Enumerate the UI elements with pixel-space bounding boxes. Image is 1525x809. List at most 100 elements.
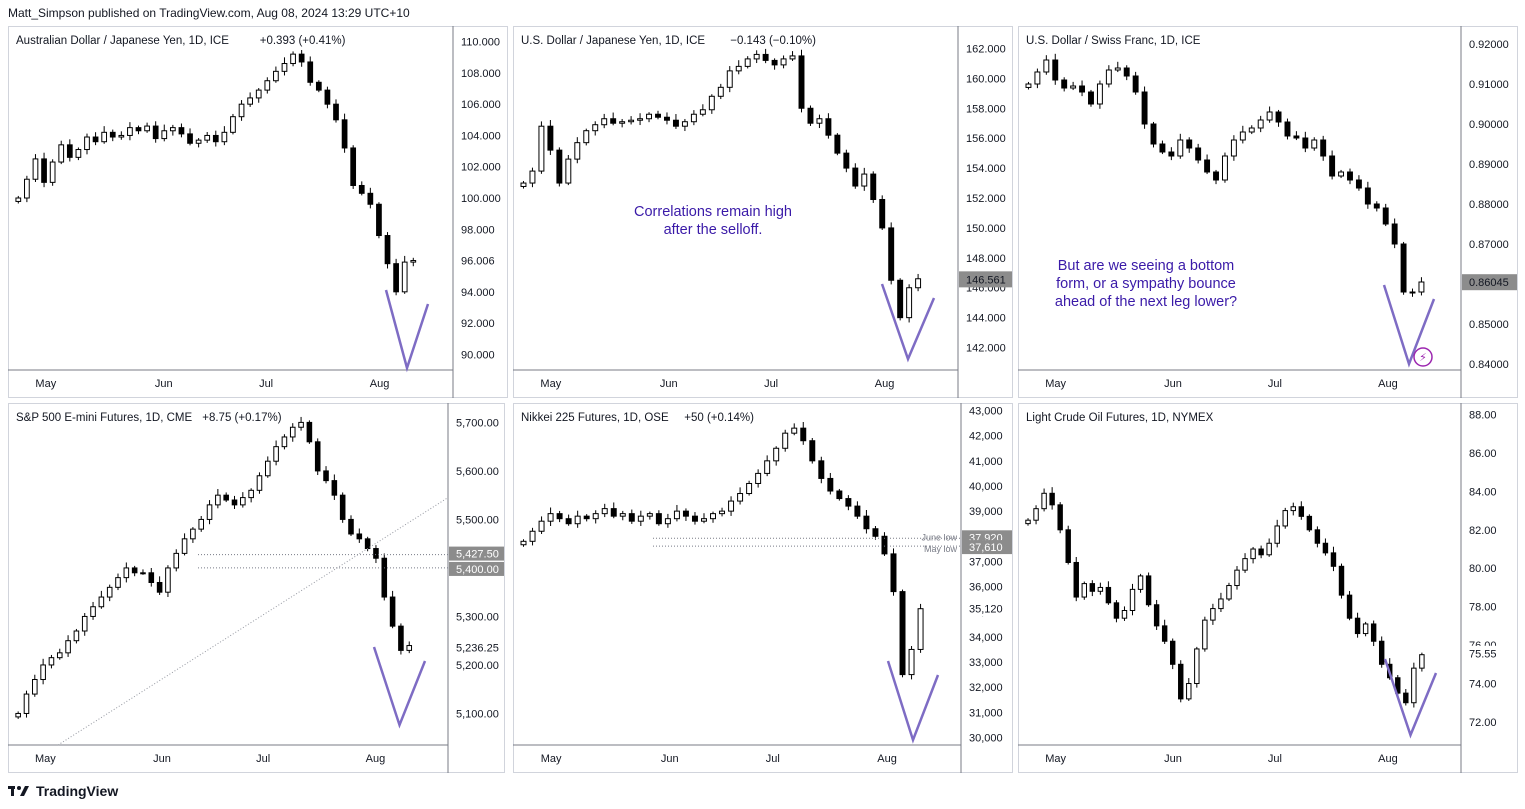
y-tick-label: 108.000: [461, 68, 501, 80]
chart-panel-4[interactable]: 5,700.00 5,600.00 5,500.00 5,400.00 5,300.00…: [8, 403, 505, 773]
candle: [762, 48, 769, 64]
x-tick-label: Jun: [153, 753, 171, 765]
candle: [1145, 572, 1152, 607]
candle: [1097, 582, 1104, 595]
candle-body-down: [323, 470, 329, 482]
y-tick-label: 82.00: [1469, 525, 1497, 537]
x-tick-label: Jul: [256, 753, 270, 765]
candle: [1400, 241, 1407, 295]
candle-body-down: [807, 107, 814, 124]
chart-svg-6[interactable]: 88.0086.0084.0082.0080.0078.0076.0074.00…: [1018, 403, 1518, 773]
candle-body-up: [664, 518, 671, 525]
candle-body-up: [1081, 583, 1087, 598]
candle: [791, 423, 798, 436]
candle-body-down: [655, 513, 662, 525]
candle: [1195, 143, 1202, 164]
y-tick-label: 43,000: [969, 406, 1003, 418]
last-price-label: 96.006: [461, 255, 495, 267]
candle-body-up: [764, 460, 771, 474]
candle: [1137, 573, 1144, 593]
candle: [247, 92, 253, 107]
y-tick-label: 110.000: [461, 37, 500, 49]
chart-svg-2[interactable]: 162.000 160.000 158.000 156.000 154.000 152.0…: [513, 26, 1013, 398]
candle: [410, 257, 417, 267]
candle: [1213, 169, 1219, 185]
candle: [637, 113, 644, 126]
v-arrow-annotation: [384, 289, 430, 373]
tradingview-brand[interactable]: TradingView: [36, 783, 119, 799]
candle-body-down: [1073, 561, 1079, 598]
candle: [529, 167, 536, 188]
candle: [81, 613, 88, 636]
candle: [66, 139, 73, 162]
x-tick-label: Jul: [766, 753, 780, 765]
candle-body-up: [529, 170, 536, 184]
chart-panel-6[interactable]: 88.0086.0084.0082.0080.0078.0076.0074.00…: [1018, 403, 1518, 773]
candle-body-up: [908, 648, 915, 676]
candle-body-down: [565, 518, 572, 525]
candle-body-up: [701, 518, 707, 522]
chart-svg-4[interactable]: 5,700.00 5,600.00 5,500.00 5,400.00 5,300.00…: [8, 403, 505, 773]
candle: [198, 516, 205, 532]
candle-body-up: [65, 640, 71, 654]
chart-panel-2[interactable]: 162.000 160.000 158.000 156.000 154.000 152.0…: [513, 26, 1013, 398]
candle-body-up: [169, 127, 176, 132]
chart-panel-5[interactable]: 43,00042,00041,00040,00039,00038,00037,0…: [513, 403, 1013, 773]
candle: [1306, 514, 1313, 532]
candle-body-up: [204, 134, 211, 141]
chart-panel-1[interactable]: 110.000 108.000 106.000 104.000 102.000 100.0…: [8, 26, 508, 398]
candle: [1378, 636, 1385, 668]
y-tick-label: 32,000: [969, 682, 1003, 694]
candle-body-up: [1034, 71, 1041, 85]
y-tick-label: 0.84000: [1469, 359, 1509, 371]
candle: [1391, 218, 1398, 249]
candle: [1105, 581, 1112, 605]
chart-title: Light Crude Oil Futures, 1D, NYMEX: [1026, 412, 1214, 424]
v-arrow-annotation: [372, 646, 427, 729]
candle: [92, 132, 99, 146]
chart-change: +8.75 (+0.17%): [202, 412, 281, 424]
candle-body-down: [187, 133, 193, 144]
candle-body-up: [1096, 83, 1103, 105]
chart-svg-3[interactable]: 0.92000 0.91000 0.90000 0.89000 0.88000 0.870…: [1018, 26, 1518, 398]
chart-change: −0.143 (−0.10%): [730, 35, 816, 47]
candle-body-up: [123, 567, 130, 579]
y-tick-label: 84.00: [1469, 486, 1497, 498]
candle: [1153, 599, 1160, 630]
candle-body-down: [1302, 137, 1309, 149]
y-tick-label: 102.000: [461, 162, 501, 174]
candle: [324, 86, 331, 109]
alert-icon[interactable]: ⚡: [1413, 347, 1433, 367]
candle-body-down: [1370, 623, 1377, 642]
candle: [1070, 81, 1077, 91]
y-tick-label: 0.89000: [1469, 159, 1509, 171]
candle: [870, 171, 877, 203]
candle-body-up: [737, 493, 744, 502]
candle: [529, 527, 536, 546]
level-tag-label: 37,610: [969, 542, 1003, 554]
candle-body-up: [637, 118, 644, 121]
candle: [350, 145, 357, 189]
candle: [127, 122, 133, 141]
candle: [836, 488, 843, 501]
candle: [356, 528, 363, 543]
candle: [708, 94, 715, 114]
candle-body-up: [746, 482, 753, 495]
candle-body-up: [708, 95, 715, 111]
candle: [701, 513, 707, 524]
chart-panel-3[interactable]: 0.92000 0.91000 0.90000 0.89000 0.88000 0.870…: [1018, 26, 1518, 398]
candle: [789, 51, 796, 61]
candle-body-down: [1145, 575, 1152, 606]
chart-svg-1[interactable]: 110.000 108.000 106.000 104.000 102.000 100.0…: [8, 26, 508, 398]
candle-body-up: [592, 124, 599, 132]
svg-text:⚡[interactable]: ⚡: [1419, 351, 1427, 364]
candle-body-down: [556, 513, 563, 520]
candle: [1081, 581, 1087, 600]
candle-body-up: [917, 608, 924, 650]
candle-body-up: [1186, 683, 1192, 700]
y-tick-label: 152.000: [966, 193, 1006, 205]
candle: [373, 545, 379, 564]
candle-body-down: [664, 116, 670, 121]
candle: [664, 513, 671, 528]
chart-svg-5[interactable]: 43,00042,00041,00040,00039,00038,00037,0…: [513, 403, 1013, 773]
